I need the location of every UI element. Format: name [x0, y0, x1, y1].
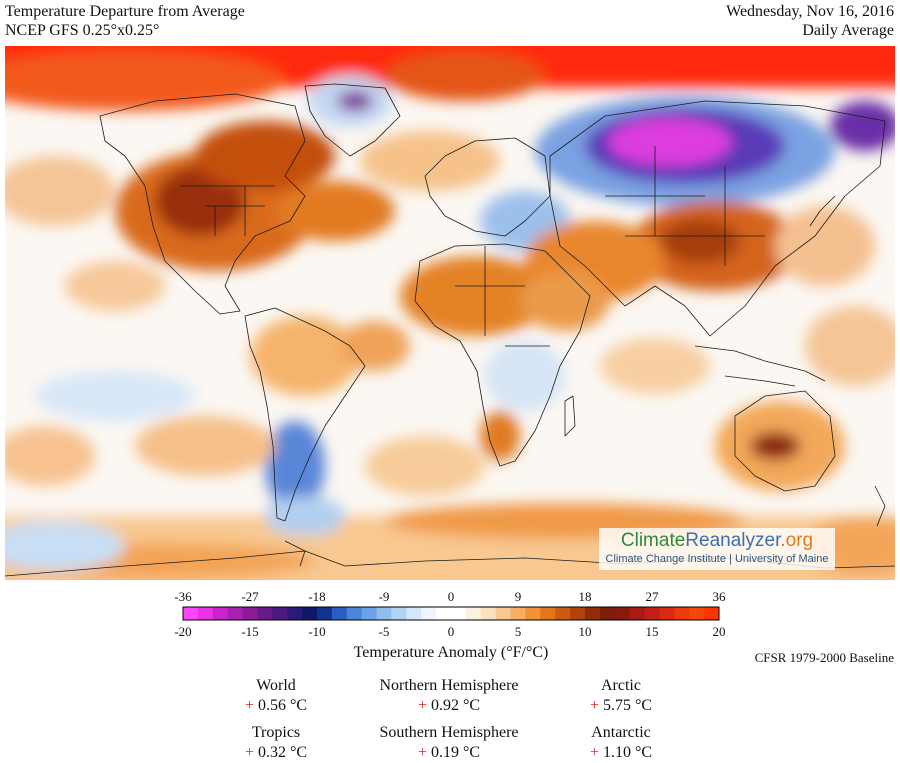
legend-tick-fahrenheit: 0	[448, 589, 455, 604]
legend-tick-fahrenheit: 36	[713, 589, 727, 604]
color-legend: -36 -27 -18 -9 0 9 18 27 36 -20 -15 -10 -5 0 5 10 15 20 …	[174, 589, 727, 661]
legend-swatch	[212, 607, 229, 620]
stat-label: World	[256, 677, 296, 694]
brand-name: ClimateReanalyzer.org	[620, 530, 814, 551]
stat-value: + 0.56 °C	[244, 697, 308, 714]
legend-swatch	[704, 607, 720, 620]
legend-tick-fahrenheit: 27	[646, 589, 660, 604]
stat-value: + 5.75 °C	[589, 697, 653, 714]
legend-tick-fahrenheit: 18	[579, 589, 592, 604]
legend-tick-fahrenheit: -36	[174, 589, 192, 604]
stat-value: + 1.10 °C	[589, 744, 653, 761]
legend-swatch	[510, 607, 526, 620]
legend-swatch	[585, 607, 601, 620]
legend-swatch	[451, 607, 467, 620]
legend-tick-celsius: 5	[515, 624, 522, 639]
legend-swatch	[183, 607, 199, 620]
legend-swatch	[242, 607, 258, 620]
stat-value: + 0.19 °C	[417, 744, 481, 761]
legend-swatch	[421, 607, 437, 620]
period-label: Daily Average	[802, 22, 894, 39]
legend-swatch	[391, 607, 407, 620]
legend-tick-celsius: -5	[379, 624, 390, 639]
legend-swatch	[614, 607, 631, 620]
stat-tropics: Tropics + 0.32 °C	[176, 723, 376, 763]
legend-swatch	[302, 607, 318, 620]
stat-arctic: Arctic + 5.75 °C	[521, 676, 721, 716]
legend-swatch	[599, 607, 616, 620]
legend-swatch	[629, 607, 645, 620]
legend-tick-celsius: 20	[713, 624, 726, 639]
map-title: Temperature Departure from Average	[5, 3, 245, 20]
legend-swatch	[480, 607, 497, 620]
legend-swatch	[689, 607, 705, 620]
brand-subtitle: Climate Change Institute | University of…	[605, 553, 829, 565]
climatereanalyzer-logo-badge: ClimateReanalyzer.org Climate Change Ins…	[599, 528, 835, 570]
legend-swatch	[272, 607, 288, 620]
legend-swatch	[227, 607, 243, 620]
stat-world: World + 0.56 °C	[176, 676, 376, 716]
legend-swatch	[674, 607, 690, 620]
legend-frame	[182, 606, 720, 621]
legend-swatch	[346, 607, 363, 620]
legend-tick-fahrenheit: -27	[241, 589, 259, 604]
legend-swatch	[287, 607, 303, 620]
legend-swatch	[540, 607, 556, 620]
stat-southern-hemisphere: Southern Hemisphere + 0.19 °C	[349, 723, 549, 763]
stat-label: Southern Hemisphere	[379, 724, 519, 741]
stat-northern-hemisphere: Northern Hemisphere + 0.92 °C	[349, 676, 549, 716]
legend-colorbar	[182, 606, 720, 621]
legend-title: Temperature Anomaly (°F/°C)	[354, 644, 549, 661]
legend-swatch	[331, 607, 348, 620]
anomaly-map: ClimateReanalyzer.org Climate Change Ins…	[5, 46, 895, 580]
legend-swatch	[361, 607, 377, 620]
stat-label: Tropics	[251, 724, 301, 741]
legend-swatch	[197, 607, 214, 620]
legend-swatch	[406, 607, 422, 620]
date-label: Wednesday, Nov 16, 2016	[726, 3, 894, 20]
legend-tick-fahrenheit: -18	[308, 589, 325, 604]
legend-swatch	[644, 607, 660, 620]
stat-value: + 0.92 °C	[417, 697, 481, 714]
legend-swatch	[436, 607, 452, 620]
legend-tick-fahrenheit: -9	[379, 589, 390, 604]
legend-tick-celsius: -10	[308, 624, 325, 639]
legend-swatch	[570, 607, 586, 620]
legend-swatch	[495, 607, 511, 620]
legend-tick-celsius: -15	[241, 624, 258, 639]
legend-swatch	[525, 607, 541, 620]
legend-tick-celsius: 10	[579, 624, 592, 639]
legend-swatch	[376, 607, 392, 620]
model-label: NCEP GFS 0.25°x0.25°	[5, 22, 160, 39]
stat-label: Arctic	[601, 677, 641, 694]
legend-swatch	[317, 607, 333, 620]
legend-tick-celsius: -20	[174, 624, 191, 639]
legend-swatch	[257, 607, 273, 620]
legend-swatch	[555, 607, 571, 620]
legend-tick-celsius: 15	[646, 624, 659, 639]
stat-value: + 0.32 °C	[244, 744, 308, 761]
legend-swatch	[465, 607, 482, 620]
legend-tick-celsius: 0	[448, 624, 455, 639]
legend-tick-fahrenheit: 9	[515, 589, 522, 604]
stat-antarctic: Antarctic + 1.10 °C	[521, 723, 721, 763]
stat-label: Antarctic	[591, 724, 651, 741]
stat-label: Northern Hemisphere	[379, 677, 519, 694]
baseline-label: CFSR 1979-2000 Baseline	[754, 650, 894, 665]
legend-swatch	[659, 607, 675, 620]
